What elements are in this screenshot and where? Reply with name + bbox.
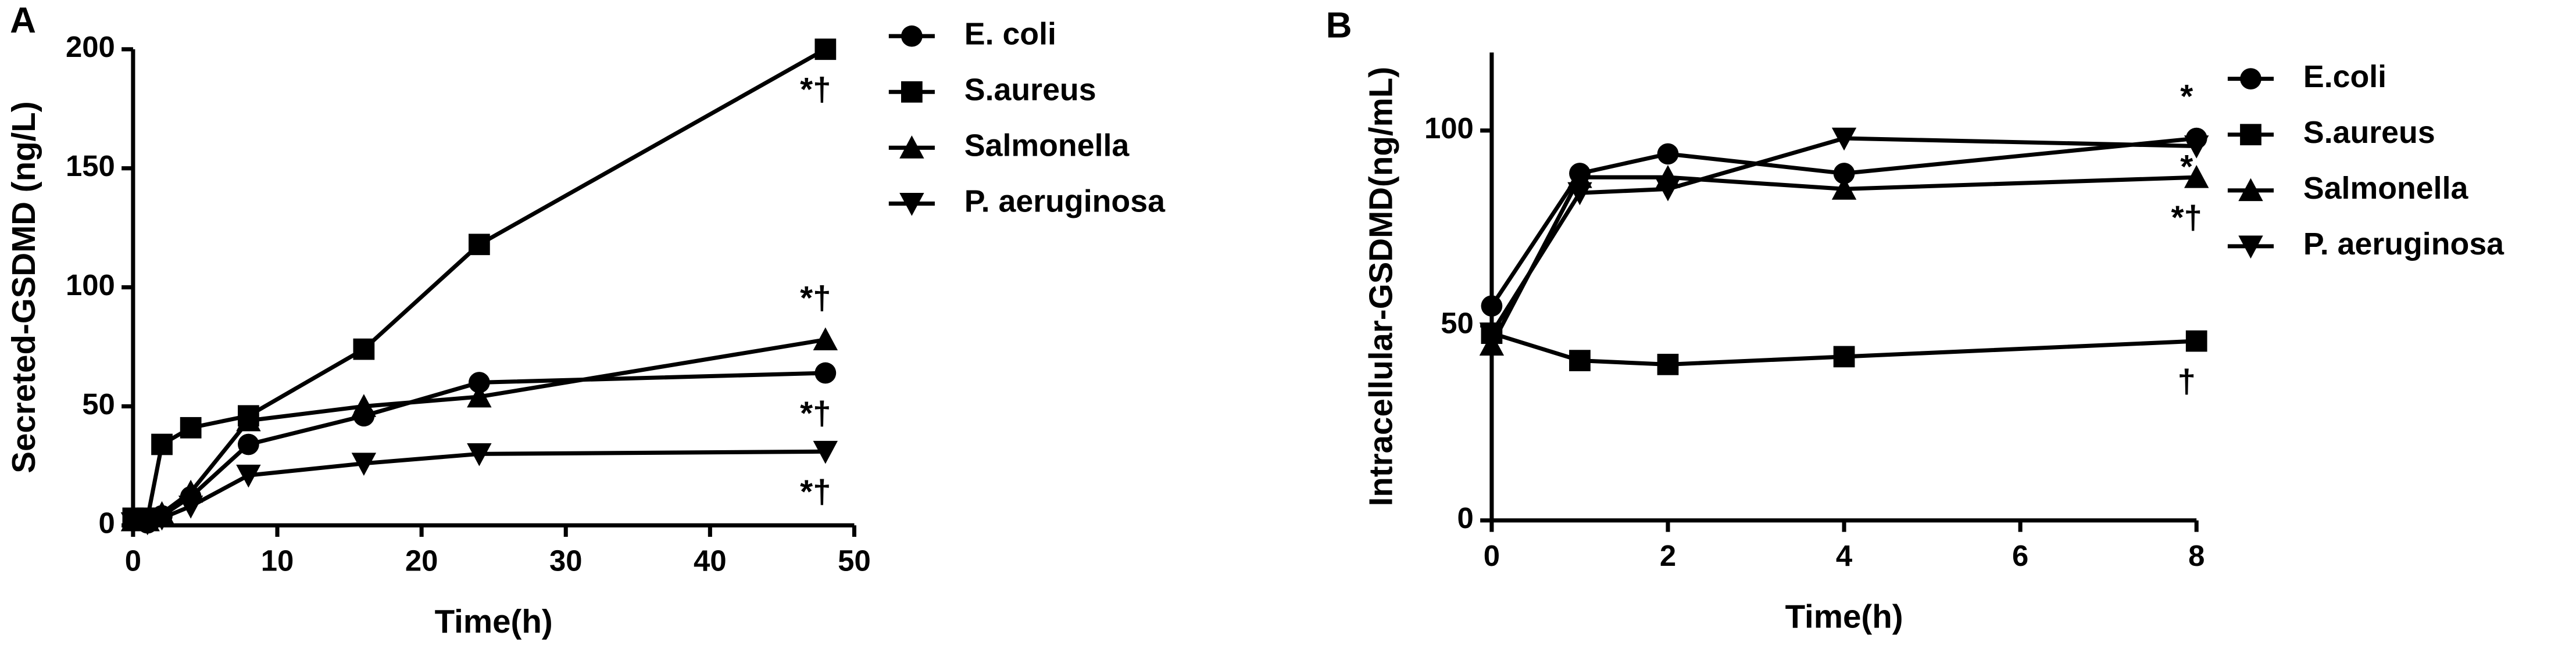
data-point bbox=[180, 417, 202, 439]
annotation: *† bbox=[800, 473, 831, 510]
data-point bbox=[1833, 163, 1855, 184]
legend-marker bbox=[901, 81, 923, 103]
legend-marker bbox=[2238, 235, 2263, 259]
data-point bbox=[351, 394, 377, 417]
data-point bbox=[1831, 127, 1857, 151]
annotation: *† bbox=[800, 394, 831, 431]
data-point bbox=[814, 38, 837, 60]
data-point bbox=[151, 433, 173, 455]
series-line bbox=[133, 47, 827, 521]
data-point bbox=[1833, 346, 1855, 368]
annotation: * bbox=[2180, 78, 2193, 114]
y-tick-label: 150 bbox=[66, 149, 115, 182]
y-axis-label: Intracellular-GSDMD(ng/mL) bbox=[1362, 67, 1399, 507]
x-tick-label: 0 bbox=[1484, 539, 1500, 572]
data-point bbox=[469, 372, 490, 393]
data-point bbox=[814, 362, 837, 384]
data-point bbox=[467, 443, 492, 466]
data-point bbox=[178, 496, 203, 519]
legend-label: E.coli bbox=[2303, 59, 2386, 94]
legend-label: P. aeruginosa bbox=[964, 184, 1166, 219]
data-point bbox=[813, 327, 838, 351]
x-axis-label: Time(h) bbox=[435, 603, 553, 640]
legend-marker bbox=[899, 135, 924, 159]
legend-marker bbox=[2238, 178, 2263, 202]
x-tick-label: 6 bbox=[2012, 539, 2028, 572]
data-point bbox=[1657, 353, 1679, 375]
annotation: * bbox=[2180, 148, 2193, 185]
data-point bbox=[813, 440, 838, 464]
x-tick-label: 4 bbox=[1836, 539, 1853, 572]
x-tick-label: 2 bbox=[1660, 539, 1676, 572]
legend-marker bbox=[2240, 124, 2261, 146]
x-tick-label: 8 bbox=[2188, 539, 2205, 572]
y-axis-label: Secreted-GSDMD (ng/L) bbox=[5, 101, 42, 473]
data-point bbox=[238, 433, 259, 455]
legend-label: E. coli bbox=[964, 16, 1056, 51]
y-tick-label: 0 bbox=[99, 507, 115, 540]
data-point bbox=[1657, 143, 1679, 165]
data-point bbox=[1655, 178, 1681, 202]
annotation: *† bbox=[2171, 199, 2202, 236]
legend-marker bbox=[2240, 68, 2261, 90]
data-point bbox=[1567, 182, 1592, 206]
data-point bbox=[351, 453, 377, 476]
y-tick-label: 50 bbox=[1441, 307, 1474, 340]
y-tick-label: 0 bbox=[1457, 501, 1474, 534]
x-axis-label: Time(h) bbox=[1785, 598, 1903, 634]
legend-label: Salmonella bbox=[964, 128, 1130, 163]
legend-label: S.aureus bbox=[2303, 115, 2435, 150]
data-point bbox=[149, 507, 174, 531]
data-point bbox=[353, 338, 375, 360]
legend-marker bbox=[901, 25, 923, 47]
data-point bbox=[2185, 330, 2207, 352]
data-point bbox=[1831, 177, 1857, 200]
x-tick-label: 40 bbox=[694, 544, 727, 577]
data-point bbox=[469, 234, 490, 256]
annotation: *† bbox=[800, 279, 831, 316]
y-tick-label: 50 bbox=[82, 387, 115, 421]
y-tick-label: 100 bbox=[66, 268, 115, 302]
y-tick-label: 100 bbox=[1424, 112, 1474, 145]
x-tick-label: 10 bbox=[261, 544, 294, 577]
y-tick-label: 200 bbox=[66, 30, 115, 63]
x-tick-label: 20 bbox=[405, 544, 438, 577]
x-tick-label: 50 bbox=[838, 544, 871, 577]
legend-label: S.aureus bbox=[964, 72, 1096, 107]
annotation: *† bbox=[800, 71, 831, 107]
legend-label: P. aeruginosa bbox=[2303, 227, 2504, 261]
data-point bbox=[2184, 165, 2209, 188]
data-point bbox=[1481, 295, 1503, 317]
data-point bbox=[135, 512, 160, 536]
panel-label: B bbox=[1326, 5, 1352, 45]
x-tick-label: 0 bbox=[125, 544, 141, 577]
data-point bbox=[2184, 135, 2209, 159]
panel-label: A bbox=[10, 1, 36, 41]
annotation: † bbox=[2178, 363, 2196, 399]
data-point bbox=[467, 384, 492, 408]
x-tick-label: 30 bbox=[549, 544, 583, 577]
legend-marker bbox=[899, 193, 924, 216]
legend-label: Salmonella bbox=[2303, 171, 2469, 206]
data-point bbox=[1569, 350, 1591, 372]
data-point bbox=[1479, 322, 1505, 346]
series-line bbox=[1489, 175, 2197, 346]
data-point bbox=[236, 464, 261, 488]
data-point bbox=[236, 408, 261, 432]
